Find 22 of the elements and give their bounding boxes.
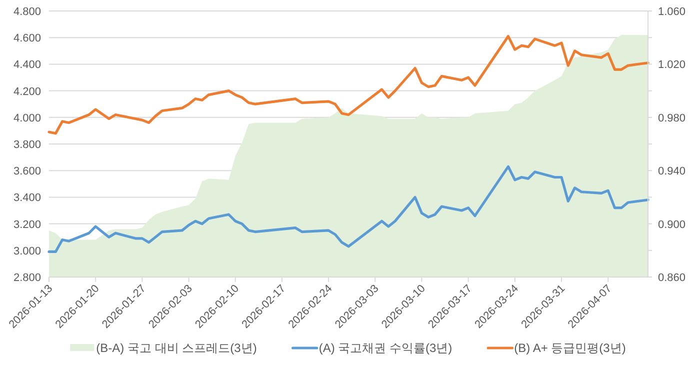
y2-tick-label: 1.020	[658, 59, 686, 72]
y2-tick-label: 1.060	[658, 6, 686, 18]
line-series	[48, 34, 650, 135]
y-tick-label: 3.800	[13, 139, 41, 151]
line-series	[48, 165, 650, 254]
y-tick-label: 4.400	[13, 59, 41, 72]
y-tick-label: 3.400	[13, 192, 41, 204]
y2-tick-label: 0.940	[658, 166, 686, 178]
y-tick-label: 4.000	[13, 112, 41, 124]
y-tick-label: 4.800	[13, 6, 41, 18]
y2-tick-label: 0.980	[658, 112, 686, 124]
legend-label: (A) 국고채권 수익률(3년)	[318, 341, 452, 355]
legend-label: (B-A) 국고 대비 스프레드(3년)	[96, 341, 257, 355]
y-tick-label: 3.600	[13, 166, 41, 178]
y-tick-label: 3.200	[13, 218, 41, 231]
y-tick-label: 2.800	[13, 272, 41, 284]
y-tick-label: 3.000	[13, 245, 41, 258]
y-tick-label: 4.600	[13, 32, 41, 45]
y2-tick-label: 0.900	[658, 218, 686, 231]
legend-label: (B) A+ 등급민평(3년)	[514, 341, 626, 355]
y-tick-label: 4.200	[13, 86, 41, 98]
y2-tick-label: 0.860	[658, 272, 686, 284]
